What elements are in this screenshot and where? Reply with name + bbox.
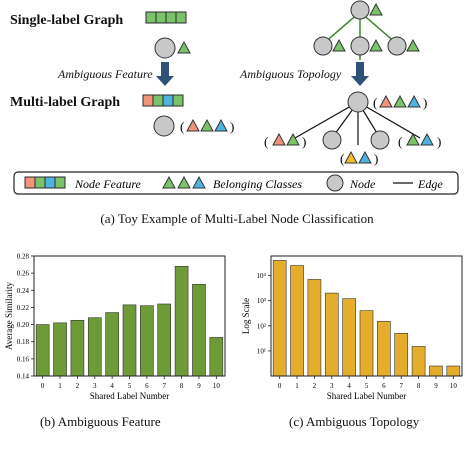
ambiguous-feature-arrow xyxy=(156,62,174,86)
y-tick-label: 0.26 xyxy=(17,270,30,278)
caption-a: (a) Toy Example of Multi-Label Node Clas… xyxy=(100,211,374,226)
single-label-graph-title: Single-label Graph xyxy=(10,13,124,28)
x-tick-label: 8 xyxy=(180,382,184,390)
bar-2 xyxy=(307,279,322,377)
svg-text:(: ( xyxy=(340,151,344,166)
bar-7 xyxy=(394,333,409,377)
x-tick-label: 1 xyxy=(58,382,62,390)
single-label-node xyxy=(154,37,176,59)
svg-text:): ) xyxy=(302,134,306,149)
bar-2 xyxy=(70,319,85,377)
legend-node: Node xyxy=(349,177,376,191)
class-triangle-orange xyxy=(186,118,200,132)
x-tick-label: 9 xyxy=(197,382,201,390)
bar-9 xyxy=(429,365,443,377)
bar-3 xyxy=(324,292,339,377)
x-tick-label: 6 xyxy=(382,382,386,390)
svg-text:(: ( xyxy=(398,134,402,149)
y-axis-label: Log Scale xyxy=(241,298,251,334)
y-tick-label: 0.20 xyxy=(17,321,30,329)
x-tick-label: 3 xyxy=(93,382,97,390)
y-tick-label: 0.16 xyxy=(17,355,30,363)
ambiguous-feature-label: Ambiguous Feature xyxy=(58,67,153,81)
ambiguous-topology-label: Ambiguous Topology xyxy=(240,67,342,81)
multi-label-feature-vector xyxy=(142,94,184,107)
x-tick-label: 5 xyxy=(128,382,132,390)
single-label-class-triangle xyxy=(177,40,191,54)
class-triangle-green xyxy=(200,118,214,132)
x-tick-label: 4 xyxy=(110,382,114,390)
svg-text:): ) xyxy=(374,151,378,166)
x-tick-label: 3 xyxy=(330,382,334,390)
svg-text:): ) xyxy=(423,95,427,110)
chart-ambiguous-feature: 0 1 2 3 4 5 6 7 8 9 10 0.14 0.16 0.18 0.20 0.22 0.24 0.26… xyxy=(4,253,226,401)
y-tick-label: 10⁴ xyxy=(257,272,267,280)
y-tick-label: 0.28 xyxy=(17,253,30,261)
x-tick-label: 0 xyxy=(41,382,45,390)
class-triangle-blue xyxy=(214,118,228,132)
y-tick-label: 0.22 xyxy=(17,304,30,312)
bar-5 xyxy=(122,304,137,377)
bar-0 xyxy=(272,260,287,377)
svg-text:(: ( xyxy=(373,95,377,110)
caption-b: (b) Ambiguous Feature xyxy=(40,414,161,429)
y-tick-label: 0.14 xyxy=(17,373,30,381)
legend-box: Node Feature Belonging Classes Node Edge xyxy=(13,171,459,195)
bar-4 xyxy=(105,312,119,377)
bar-0 xyxy=(35,324,50,377)
bar-6 xyxy=(140,305,154,377)
bar-8 xyxy=(411,346,426,377)
x-tick-label: 4 xyxy=(347,382,351,390)
bar-1 xyxy=(53,322,67,377)
x-tick-label: 2 xyxy=(313,382,317,390)
x-tick-label: 10 xyxy=(213,382,221,390)
x-tick-label: 10 xyxy=(450,382,458,390)
bar-6 xyxy=(377,321,391,377)
multi-label-node xyxy=(153,115,175,137)
bar-7 xyxy=(157,303,172,377)
legend-edge: Edge xyxy=(417,177,443,191)
y-tick-label: 10² xyxy=(257,322,266,330)
x-axis-label: Shared Label Number xyxy=(90,391,169,401)
x-tick-label: 8 xyxy=(417,382,421,390)
x-tick-label: 6 xyxy=(145,382,149,390)
bar-8 xyxy=(174,265,189,377)
bar-10 xyxy=(446,365,461,377)
bar-3 xyxy=(87,317,102,377)
y-tick-label: 0.18 xyxy=(17,338,30,346)
svg-text:): ) xyxy=(437,134,441,149)
x-tick-label: 2 xyxy=(76,382,80,390)
chart-ambiguous-topology: 0 1 2 3 4 5 6 7 8 9 10 10¹ 10² 10³ 10⁴ Shared Label Num… xyxy=(241,255,463,401)
single-label-feature-vector xyxy=(145,11,187,24)
y-tick-label: 0.24 xyxy=(17,287,30,295)
x-tick-label: 1 xyxy=(295,382,299,390)
x-axis-label: Shared Label Number xyxy=(327,391,406,401)
y-tick-label: 10¹ xyxy=(257,347,266,355)
multi-label-tree: ( ) ( ) ( ) ( ) xyxy=(264,91,441,166)
bar-4 xyxy=(342,298,356,377)
y-axis-label: Average Similarity xyxy=(4,281,14,350)
legend-node-feature: Node Feature xyxy=(74,177,142,191)
single-label-tree xyxy=(313,0,420,60)
y-tick-label: 10³ xyxy=(257,297,266,305)
ambiguous-topology-arrow xyxy=(351,62,369,86)
multi-label-paren-close: ) xyxy=(230,119,234,134)
bar-10 xyxy=(209,337,224,377)
svg-text:(: ( xyxy=(264,134,268,149)
bar-9 xyxy=(192,283,206,377)
x-tick-label: 0 xyxy=(278,382,282,390)
x-tick-label: 5 xyxy=(365,382,369,390)
x-tick-label: 9 xyxy=(434,382,438,390)
bar-5 xyxy=(359,310,374,377)
caption-c: (c) Ambiguous Topology xyxy=(289,414,420,429)
x-tick-label: 7 xyxy=(399,382,403,390)
toy-example-diagram: ( ) ( ) ( xyxy=(13,0,459,195)
bar-1 xyxy=(290,265,304,377)
legend-belonging-classes: Belonging Classes xyxy=(213,177,302,191)
multi-label-graph-title: Multi-label Graph xyxy=(10,95,121,110)
multi-label-paren-open: ( xyxy=(180,119,184,134)
x-tick-label: 7 xyxy=(162,382,166,390)
